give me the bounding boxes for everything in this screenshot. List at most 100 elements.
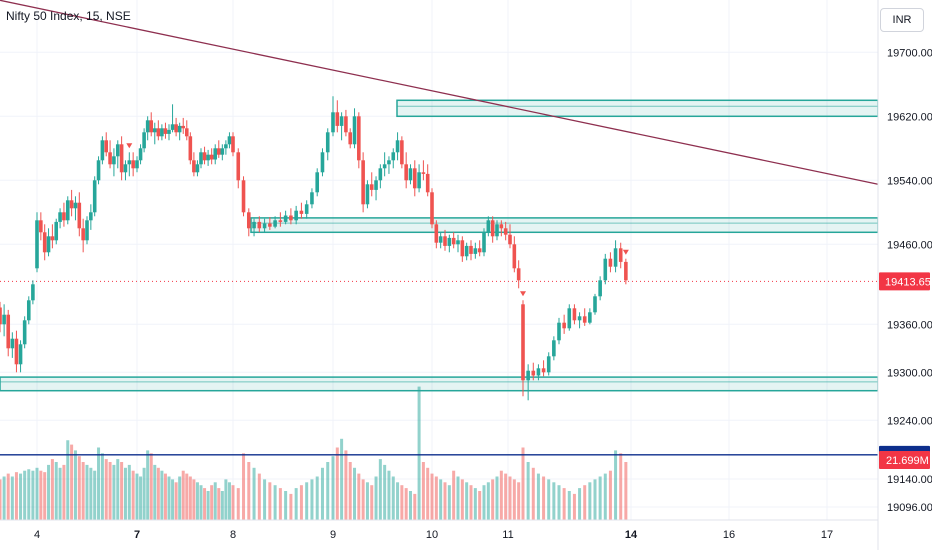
candle-body bbox=[344, 116, 348, 133]
volume-bar bbox=[231, 485, 235, 520]
time-tick-label: 16 bbox=[723, 529, 735, 541]
volume-bar bbox=[27, 469, 31, 520]
candle-body bbox=[108, 152, 112, 165]
candle-body bbox=[62, 212, 66, 221]
volume-bar bbox=[430, 473, 434, 520]
trendline bbox=[0, 0, 879, 185]
candle-body bbox=[123, 164, 128, 173]
volume-bar bbox=[357, 473, 361, 520]
volume-bar bbox=[247, 462, 251, 520]
volume-bar bbox=[482, 485, 486, 520]
candle-body bbox=[572, 308, 577, 321]
candle-body bbox=[268, 223, 272, 227]
candle-body bbox=[516, 268, 521, 281]
candle-body bbox=[170, 124, 175, 130]
volume-bar bbox=[62, 464, 66, 520]
candle-body bbox=[412, 168, 417, 189]
candle-body bbox=[508, 234, 512, 245]
candle-body bbox=[104, 140, 109, 153]
volume-bar bbox=[185, 473, 189, 520]
volume-bar bbox=[66, 440, 70, 520]
volume-bar bbox=[213, 482, 217, 520]
candle-body bbox=[119, 144, 124, 173]
candle-body bbox=[400, 140, 404, 165]
candle-body bbox=[156, 128, 161, 137]
currency-button[interactable]: INR bbox=[880, 8, 924, 32]
volume-bar bbox=[508, 476, 512, 520]
price-tick-label: 19700.00 bbox=[887, 47, 932, 59]
volume-bar bbox=[236, 488, 240, 520]
price-tick-label: 19096.00 bbox=[887, 502, 932, 514]
time-tick-label: 7 bbox=[134, 529, 140, 541]
candle-body bbox=[512, 244, 517, 269]
candle-body bbox=[39, 220, 43, 233]
volume-bar bbox=[491, 479, 495, 520]
volume-bar bbox=[383, 464, 387, 520]
candle-body bbox=[310, 192, 314, 205]
candle-body bbox=[289, 215, 293, 221]
candle-body bbox=[35, 220, 39, 269]
volume-bar bbox=[315, 476, 319, 520]
candle-body bbox=[236, 152, 241, 181]
volume-bar bbox=[116, 459, 120, 520]
candle-body bbox=[46, 236, 51, 253]
candle-body bbox=[206, 154, 210, 161]
volume-bar bbox=[73, 450, 77, 520]
volume-bar bbox=[456, 476, 460, 520]
volume-bar bbox=[257, 473, 261, 520]
candle-body bbox=[613, 248, 618, 267]
price-tick-label: 19300.00 bbox=[887, 367, 932, 379]
volume-bar bbox=[326, 462, 330, 520]
candle-body bbox=[464, 245, 469, 257]
candle-body bbox=[42, 232, 47, 253]
volume-bar bbox=[331, 456, 335, 520]
candle-body bbox=[2, 314, 6, 325]
candle-body bbox=[92, 180, 97, 213]
time-tick-label: 17 bbox=[821, 529, 833, 541]
volume-bar bbox=[181, 470, 185, 520]
candle-body bbox=[451, 237, 456, 245]
current-price-label: 19413.65 bbox=[885, 276, 931, 288]
volume-bar bbox=[289, 493, 293, 520]
candle-body bbox=[145, 120, 150, 133]
candle-body bbox=[50, 236, 55, 241]
candle-body bbox=[6, 314, 11, 349]
candle-body bbox=[192, 160, 196, 173]
candle-body bbox=[391, 152, 396, 161]
candle-body bbox=[365, 184, 370, 205]
volume-label: 21.699M bbox=[886, 455, 929, 467]
volume-bar bbox=[408, 491, 412, 520]
volume-bar bbox=[273, 485, 277, 520]
volume-bar bbox=[495, 476, 499, 520]
price-tick-label: 19360.00 bbox=[887, 319, 932, 331]
volume-bar bbox=[220, 491, 224, 520]
volume-bar bbox=[160, 470, 164, 520]
volume-bar bbox=[224, 479, 228, 520]
candle-body bbox=[54, 221, 59, 241]
candle-body bbox=[131, 160, 135, 169]
volume-bar bbox=[521, 447, 525, 520]
volume-bar bbox=[531, 467, 535, 520]
candle-body bbox=[369, 184, 374, 190]
candle-body bbox=[246, 212, 251, 229]
candle-body bbox=[216, 148, 221, 155]
price-axis[interactable]: 19700.00 19620.00 19540.00 19460.00 19360.00… bbox=[877, 0, 932, 550]
volume-bar bbox=[452, 470, 456, 520]
volume-bar bbox=[374, 476, 378, 520]
candle-body bbox=[536, 368, 541, 376]
candle-body bbox=[81, 228, 85, 241]
time-axis[interactable]: 4 7 8 9 10 11 14 16 17 bbox=[0, 519, 878, 541]
volume-bar bbox=[578, 488, 582, 520]
volume-bar bbox=[439, 479, 443, 520]
volume-bar bbox=[14, 472, 18, 520]
candle-body bbox=[482, 232, 486, 253]
candle-body bbox=[241, 180, 246, 213]
volume-bar bbox=[206, 491, 210, 520]
volume-bar bbox=[120, 462, 124, 520]
price-tick-label: 19240.00 bbox=[887, 415, 932, 427]
candle-body bbox=[473, 248, 478, 254]
volume-bar bbox=[294, 488, 298, 520]
volume-bar bbox=[178, 476, 182, 520]
candle-body bbox=[331, 112, 335, 133]
